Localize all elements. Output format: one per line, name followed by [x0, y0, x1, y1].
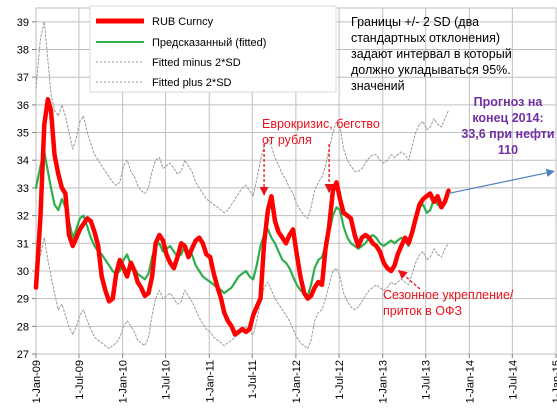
annotation-seasonal: Сезонное укрепление/ приток в ОФЗ — [383, 288, 514, 318]
y-tick-label: 36 — [17, 100, 29, 112]
series-fitted — [34, 150, 450, 297]
y-tick-label: 31 — [17, 238, 29, 250]
y-tick-label: 37 — [17, 72, 29, 84]
y-tick-label: 27 — [17, 349, 29, 361]
y-tick-label: 39 — [17, 17, 29, 29]
x-tick-label: 1-Jan-13 — [378, 360, 390, 403]
series-rub-curncy — [33, 97, 451, 337]
x-tick-label: 1-Jul-13 — [421, 360, 433, 400]
annotation-bands-note: Границы +/- 2 SD (два стандартных отклон… — [351, 15, 512, 93]
series-fitted-plus-2sd — [35, 21, 449, 219]
y-axis-ticks: 27 28 29 30 31 32 33 34 35 36 37 38 39 — [17, 17, 36, 361]
y-tick-label: 28 — [17, 321, 29, 333]
series-layer — [33, 21, 451, 349]
forecast-arrow — [448, 168, 555, 195]
x-tick-label: 1-Jul-12 — [334, 360, 346, 400]
x-tick-label: 1-Jan-10 — [118, 360, 130, 403]
x-tick-label: 1-Jul-09 — [74, 360, 86, 400]
y-tick-label: 32 — [17, 211, 29, 223]
legend-label-plus: Fitted plus 2*SD — [152, 77, 232, 89]
legend-label-fitted: Предсказанный (fitted) — [152, 37, 266, 49]
x-tick-label: 1-Jul-11 — [247, 360, 259, 399]
annotation-crisis: Еврокризис, бегство от рубля — [262, 117, 380, 147]
annotation-forecast: Прогноз на конец 2014: 33,6 при нефти 11… — [461, 95, 555, 157]
x-tick-label: 1-Jan-12 — [291, 360, 303, 403]
x-axis-ticks: 1-Jan-09 1-Jul-09 1-Jan-10 1-Jul-10 1-Jan-11… — [31, 354, 557, 403]
x-tick-label: 1-Jan-14 — [464, 360, 476, 403]
y-tick-label: 34 — [17, 155, 29, 167]
x-tick-label: 1-Jul-14 — [507, 360, 519, 400]
y-tick-label: 33 — [17, 183, 29, 195]
y-tick-label: 38 — [17, 45, 29, 57]
y-tick-label: 35 — [17, 128, 29, 140]
y-tick-label: 29 — [17, 294, 29, 306]
x-tick-label: 1-Jan-11 — [204, 360, 216, 403]
y-tick-label: 30 — [17, 266, 29, 278]
x-tick-label: 1-Jan-09 — [31, 360, 43, 403]
x-tick-label: 1-Jul-10 — [161, 360, 173, 400]
arrows-layer — [259, 144, 555, 290]
x-tick-label: 1-Jan-15 — [551, 360, 557, 403]
legend-label-minus: Fitted minus 2*SD — [152, 57, 241, 69]
legend: RUB Curncy Предсказанный (fitted) Fitted… — [89, 5, 337, 93]
legend-label-rub: RUB Curncy — [152, 16, 214, 28]
